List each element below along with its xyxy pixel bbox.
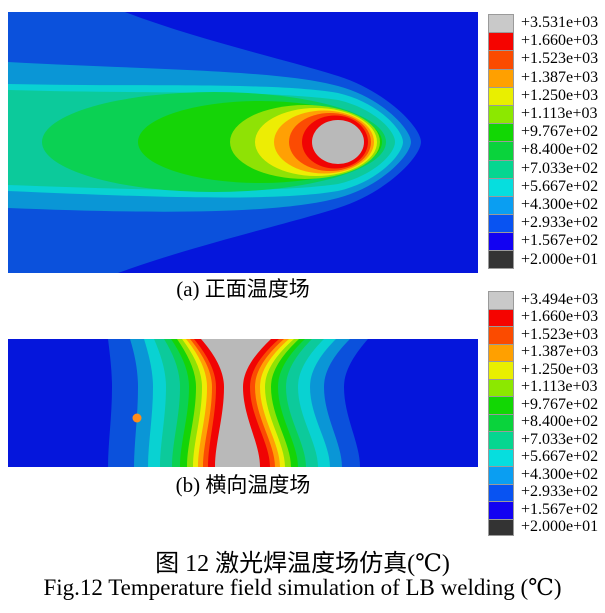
- legend-value: +1.523e+03: [521, 325, 599, 343]
- legend-transverse-field: +3.494e+03 +1.660e+03 +1.523e+03 +1.387e…: [488, 291, 598, 536]
- legend-value: +1.250e+03: [521, 360, 599, 378]
- legend-row: +2.000e+01: [488, 250, 599, 269]
- legend-color-chip: [488, 123, 514, 142]
- legend-value: +9.767e+02: [521, 123, 599, 141]
- molten-keyhole-zone: [201, 339, 271, 467]
- legend-value: +4.300e+02: [521, 465, 599, 483]
- legend-color-chip: [488, 291, 514, 309]
- figure-title-english: Fig.12 Temperature field simulation of L…: [43, 575, 562, 600]
- legend-value: +2.933e+02: [521, 483, 599, 501]
- front-temperature-field-plot: [8, 12, 478, 273]
- legend-row: +1.660e+03: [488, 308, 599, 326]
- legend-row: +1.660e+03: [488, 32, 599, 51]
- legend-color-chip: [488, 32, 514, 51]
- legend-row: +1.113e+03: [488, 104, 598, 124]
- legend-row: +7.033e+02: [488, 431, 598, 449]
- molten-zone-hotspot: [312, 120, 364, 164]
- legend-value: +1.250e+03: [521, 86, 599, 104]
- transverse-temperature-field-plot: [8, 339, 478, 467]
- legend-color-chip: [488, 483, 514, 501]
- legend-row: +8.400e+02: [488, 141, 599, 160]
- legend-color-chip: [488, 214, 514, 233]
- legend-row: +1.250e+03: [488, 361, 598, 379]
- front-field-contour-svg: [8, 12, 478, 273]
- legend-color-chip: [488, 431, 514, 449]
- legend-color-chip: [488, 104, 514, 124]
- legend-color-chip: [488, 518, 514, 536]
- legend-value: +2.933e+02: [521, 214, 599, 232]
- legend-color-chip: [488, 141, 514, 160]
- legend-color-chip: [488, 68, 514, 87]
- legend-color-chip: [488, 86, 514, 105]
- legend-row: +2.000e+01: [488, 518, 599, 536]
- legend-value: +4.300e+02: [521, 195, 599, 213]
- legend-row: +9.767e+02: [488, 123, 599, 142]
- legend-color-chip: [488, 501, 514, 519]
- legend-row: +1.250e+03: [488, 86, 599, 105]
- legend-color-chip: [488, 308, 514, 326]
- caption-a: (a) 正面温度场: [176, 277, 310, 301]
- legend-row: +3.531e+03: [488, 14, 599, 33]
- legend-row: +8.400e+02: [488, 413, 599, 431]
- legend-color-chip: [488, 396, 514, 414]
- legend-color-chip: [488, 232, 514, 251]
- legend-row: +1.567e+02: [488, 501, 598, 519]
- legend-row: +4.300e+02: [488, 466, 598, 484]
- figure-title-chinese: 图 12 激光焊温度场仿真(℃): [155, 551, 450, 577]
- legend-front-field: +3.531e+03 +1.660e+03 +1.523e+03 +1.387e…: [488, 14, 598, 269]
- legend-color-chip: [488, 413, 514, 431]
- legend-row: +3.494e+03: [488, 291, 598, 309]
- measurement-point-dot: [132, 413, 142, 423]
- legend-value: +1.660e+03: [521, 308, 599, 326]
- legend-value: +1.523e+03: [521, 50, 599, 68]
- legend-value: +3.494e+03: [521, 290, 599, 308]
- legend-color-chip: [488, 195, 514, 215]
- transverse-field-contour-svg: [8, 339, 478, 467]
- legend-value: +7.033e+02: [521, 159, 599, 177]
- legend-value: +8.400e+02: [521, 141, 599, 159]
- legend-value: +1.113e+03: [521, 378, 598, 396]
- legend-color-chip: [488, 159, 514, 178]
- legend-row: +5.667e+02: [488, 448, 599, 466]
- legend-row: +5.667e+02: [488, 177, 599, 196]
- legend-color-chip: [488, 466, 514, 484]
- legend-row: +4.300e+02: [488, 195, 599, 215]
- legend-value: +1.567e+02: [521, 232, 599, 250]
- legend-color-chip: [488, 448, 514, 466]
- legend-value: +1.387e+03: [521, 68, 599, 86]
- legend-value: +5.667e+02: [521, 177, 599, 195]
- legend-color-chip: [488, 361, 514, 379]
- legend-value: +1.660e+03: [521, 32, 599, 50]
- legend-row: +1.113e+03: [488, 378, 598, 396]
- legend-value: +5.667e+02: [521, 448, 599, 466]
- legend-value: +9.767e+02: [521, 395, 599, 413]
- legend-value: +1.387e+03: [521, 343, 599, 361]
- legend-row: +1.567e+02: [488, 232, 599, 251]
- legend-color-chip: [488, 14, 514, 33]
- legend-row: +1.523e+03: [488, 326, 598, 344]
- legend-color-chip: [488, 50, 514, 69]
- legend-value: +1.113e+03: [521, 105, 598, 123]
- legend-value: +7.033e+02: [521, 430, 599, 448]
- legend-color-chip: [488, 343, 514, 361]
- legend-color-chip: [488, 177, 514, 196]
- legend-row: +1.387e+03: [488, 68, 599, 87]
- legend-row: +1.523e+03: [488, 50, 599, 69]
- legend-row: +7.033e+02: [488, 159, 599, 178]
- legend-value: +2.000e+01: [521, 250, 599, 268]
- legend-color-chip: [488, 250, 514, 269]
- legend-value: +1.567e+02: [521, 500, 599, 518]
- legend-row: +1.387e+03: [488, 343, 599, 361]
- legend-row: +2.933e+02: [488, 483, 599, 501]
- legend-value: +8.400e+02: [521, 413, 599, 431]
- caption-b: (b) 横向温度场: [175, 473, 311, 497]
- legend-row: +9.767e+02: [488, 396, 598, 414]
- legend-color-chip: [488, 378, 514, 396]
- legend-color-chip: [488, 326, 514, 344]
- legend-value: +2.000e+01: [521, 518, 599, 536]
- legend-value: +3.531e+03: [521, 14, 599, 32]
- legend-row: +2.933e+02: [488, 214, 599, 233]
